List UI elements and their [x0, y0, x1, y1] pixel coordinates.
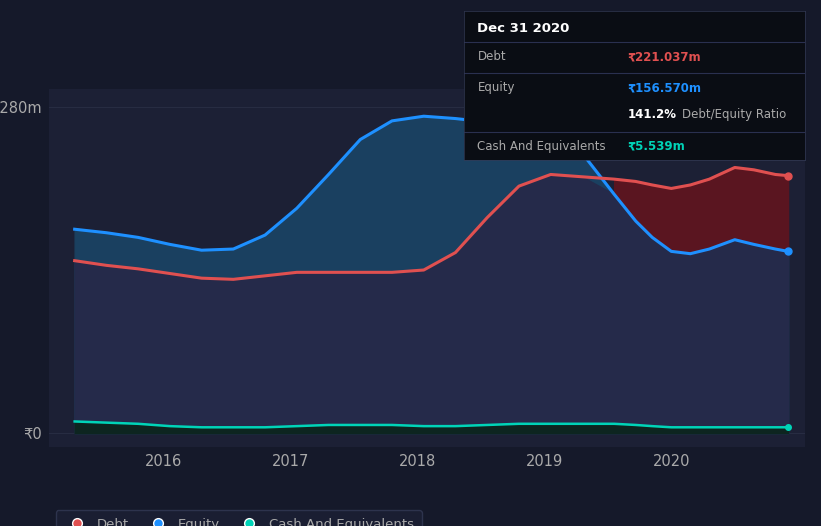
Legend: Debt, Equity, Cash And Equivalents: Debt, Equity, Cash And Equivalents: [56, 510, 421, 526]
Text: Dec 31 2020: Dec 31 2020: [478, 22, 570, 35]
Text: ₹221.037m: ₹221.037m: [627, 50, 701, 64]
Text: Debt/Equity Ratio: Debt/Equity Ratio: [682, 108, 787, 121]
Text: ₹156.570m: ₹156.570m: [627, 81, 701, 94]
Text: Cash And Equivalents: Cash And Equivalents: [478, 140, 606, 153]
Text: Debt: Debt: [478, 50, 506, 64]
Text: Equity: Equity: [478, 81, 515, 94]
Text: ₹5.539m: ₹5.539m: [627, 140, 686, 153]
Text: 141.2%: 141.2%: [627, 108, 677, 121]
